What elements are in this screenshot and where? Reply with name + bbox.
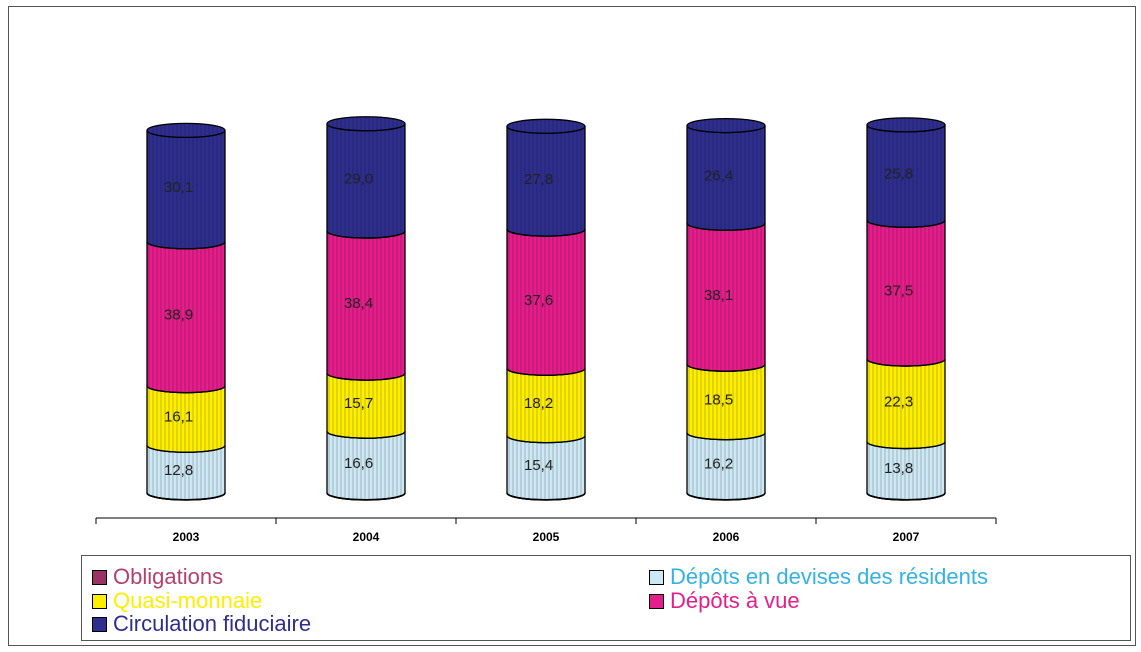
bar-segment-texture [507, 229, 585, 376]
data-label: 16,1 [164, 408, 193, 425]
bar-segment-texture [327, 231, 405, 381]
segment-boundary [506, 435, 586, 444]
x-tick-label: 2003 [173, 530, 200, 544]
data-label: 38,1 [704, 287, 733, 304]
cylinder-top-texture [327, 116, 405, 131]
bar-segment-texture [867, 441, 945, 500]
segment-boundary [506, 228, 586, 237]
segment-boundary [866, 441, 946, 450]
bar-segment-texture [147, 445, 225, 500]
cylinder-top-texture [687, 118, 765, 133]
bar-segment-texture [147, 385, 225, 453]
segment-boundary [686, 364, 766, 372]
bar-segment-texture [147, 241, 225, 393]
legend-label-depots-en-devises: Dépôts en devises des résidents [670, 564, 988, 589]
segment-boundary [326, 230, 406, 239]
data-label: 37,5 [884, 283, 913, 300]
cylinder-top-texture [507, 119, 585, 134]
segment-boundary [866, 358, 946, 367]
x-tick-label: 2004 [353, 530, 380, 544]
bar-segment-texture [867, 359, 945, 449]
data-label: 15,4 [524, 457, 553, 474]
bar-segment-texture [867, 220, 945, 367]
data-label: 37,6 [524, 292, 553, 309]
x-tick-label: 2005 [533, 530, 560, 544]
bar-segment-texture [507, 435, 585, 500]
bar-segment-texture [507, 126, 585, 237]
legend-swatch-obligations [92, 569, 107, 585]
segment-boundary [866, 492, 946, 501]
data-label: 12,8 [164, 462, 193, 479]
legend-label-depots-a-vue: Dépôts à vue [670, 588, 800, 613]
segment-boundary [686, 432, 766, 441]
bar-segment-texture [147, 130, 225, 249]
segment-boundary [146, 445, 226, 453]
legend-label-circulation-fiduciaire: Circulation fiduciaire [113, 611, 312, 636]
data-label: 30,1 [164, 179, 193, 196]
segment-boundary [146, 492, 226, 501]
legend-item-depots-en-devises: Dépôts en devises des résidents [649, 566, 988, 588]
segment-boundary [146, 385, 226, 394]
segment-boundary [686, 223, 766, 231]
legend-item-depots-a-vue: Dépôts à vue [649, 590, 800, 612]
segment-boundary [146, 241, 226, 250]
data-label: 13,8 [884, 460, 913, 477]
bar-segment-texture [327, 373, 405, 439]
x-tick-label: 2007 [893, 530, 920, 544]
data-label: 29,0 [344, 170, 373, 187]
cylinder-top-texture [147, 123, 225, 138]
bar-segment-texture [687, 125, 765, 231]
segment-boundary [326, 372, 406, 381]
legend-swatch-depots-en-devises [649, 569, 664, 585]
segment-boundary [506, 368, 586, 376]
bar-segment-texture [507, 368, 585, 443]
segment-boundary [686, 492, 766, 501]
data-label: 18,5 [704, 391, 733, 408]
bar-segment-texture [687, 432, 765, 500]
data-label: 18,2 [524, 395, 553, 412]
legend-item-circulation-fiduciaire: Circulation fiduciaire [92, 613, 311, 635]
data-label: 38,4 [344, 295, 373, 312]
bar-segment-texture [327, 431, 405, 500]
legend-swatch-depots-a-vue [649, 593, 664, 609]
legend-swatch-quasi-monnaie [92, 593, 107, 609]
bar-segment-texture [327, 123, 405, 239]
segment-boundary [326, 431, 406, 439]
data-label: 16,2 [704, 456, 733, 473]
x-tick-label: 2006 [713, 530, 740, 544]
segment-boundary [326, 492, 406, 501]
bar-segment-texture [867, 124, 945, 228]
data-label: 27,8 [524, 171, 553, 188]
legend-item-obligations: Obligations [92, 566, 223, 588]
legend-label-quasi-monnaie: Quasi-monnaie [113, 588, 263, 613]
bar-segment-texture [687, 364, 765, 440]
legend-label-obligations: Obligations [113, 564, 224, 589]
legend: Obligations Quasi-monnaie Circulation fi… [81, 555, 1131, 641]
data-label: 22,3 [884, 393, 913, 410]
cylinder-top-texture [867, 117, 945, 132]
data-label: 38,9 [164, 307, 193, 324]
data-label: 16,6 [344, 455, 373, 472]
segment-boundary [866, 220, 946, 228]
data-label: 26,4 [704, 167, 733, 184]
segment-boundary [506, 492, 586, 501]
data-label: 25,8 [884, 166, 913, 183]
data-label: 15,7 [344, 395, 373, 412]
legend-item-quasi-monnaie: Quasi-monnaie [92, 590, 262, 612]
bar-segment-texture [687, 223, 765, 372]
legend-swatch-circulation-fiduciaire [92, 616, 107, 632]
